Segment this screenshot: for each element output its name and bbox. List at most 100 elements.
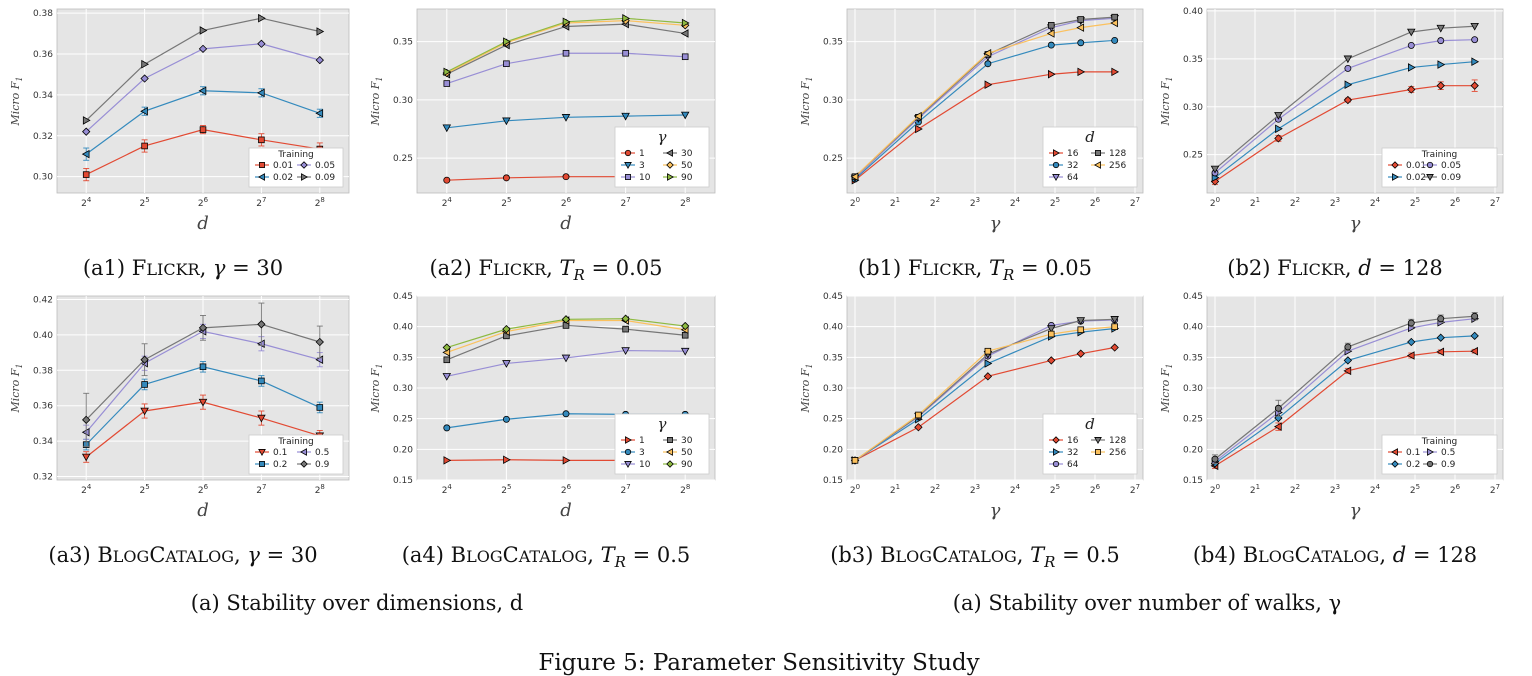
legend-entry-label: 16 (1067, 436, 1079, 446)
y-tick-label: 0.35 (1183, 55, 1203, 65)
data-point (258, 377, 265, 385)
legend-entry-label: 90 (681, 173, 693, 183)
data-point (502, 415, 510, 423)
data-point (502, 324, 511, 334)
data-point (442, 373, 452, 381)
legend-marker (625, 436, 633, 444)
legend-entry-label: 0.02 (1406, 173, 1426, 183)
y-axis-label: Micro F1 (9, 76, 24, 126)
y-tick-label: 0.25 (823, 154, 843, 164)
data-point (1275, 124, 1283, 134)
legend-marker (1426, 460, 1434, 468)
legend: γ 1 3 10 30 50 90 (614, 126, 710, 188)
data-point (1407, 41, 1415, 49)
data-point (1437, 315, 1445, 323)
legend-entry-label: 10 (639, 173, 651, 183)
legend-marker (1427, 448, 1435, 456)
data-point (1111, 13, 1118, 21)
subfigure-caption: (a3) BLOGCATALOG, γ = 30 (48, 543, 317, 567)
x-tick-label: 25 (501, 196, 511, 209)
y-tick-label: 0.35 (393, 38, 413, 48)
series-0.9 (82, 302, 324, 447)
x-tick-label: 20 (850, 196, 860, 209)
legend-marker (1391, 161, 1399, 169)
legend-entry-label: 90 (681, 460, 693, 470)
x-axis-label: d (560, 213, 572, 234)
data-point (502, 117, 511, 126)
data-point (256, 88, 265, 98)
y-axis-label: Micro F1 (799, 363, 814, 413)
y-tick-label: 0.35 (393, 353, 413, 363)
series-line (1214, 318, 1475, 463)
series-line (854, 318, 1115, 461)
x-tick-label: 24 (81, 196, 92, 209)
y-tick-label: 0.25 (393, 415, 413, 425)
data-point (983, 372, 993, 381)
legend-marker (1426, 161, 1434, 169)
data-point (141, 381, 148, 388)
data-point (1471, 36, 1479, 44)
data-point (1210, 165, 1220, 174)
legend-entry-label: 0.02 (273, 173, 293, 183)
data-point (443, 176, 451, 184)
data-point (316, 404, 324, 411)
x-tick-label: 26 (561, 196, 572, 209)
y-tick-label: 0.45 (393, 292, 413, 302)
data-point (315, 55, 324, 65)
data-point (1436, 333, 1445, 342)
data-point (1274, 404, 1282, 412)
x-tick-label: 20 (1210, 483, 1220, 496)
chart-panel-b1: 20 21 22 23 24 25 26 27 0.25 0.30 0.35 γ Micro F1 d 16… (799, 8, 1144, 284)
data-point (442, 343, 451, 352)
group-caption-walks: (a) Stability over number of walks, γ (953, 591, 1341, 615)
data-point (82, 116, 91, 125)
series-line (1214, 85, 1475, 182)
y-tick-label: 0.25 (823, 415, 843, 425)
data-point (140, 407, 149, 416)
legend-title: γ (658, 415, 667, 433)
data-point (258, 13, 266, 23)
legend-box (1381, 434, 1498, 475)
data-point (1471, 312, 1479, 320)
data-point (562, 410, 570, 418)
legend-entry-label: 0.2 (273, 460, 287, 470)
series-0.05 (1211, 36, 1479, 177)
data-point (443, 356, 451, 364)
x-axis-label: d (197, 213, 209, 234)
chart-panel-a3: 24 25 26 27 28 0.32 0.34 0.36 0.38 0.40 0.42 d Micro… (9, 296, 350, 567)
data-point (851, 457, 859, 464)
data-point (503, 455, 511, 465)
data-point (1111, 323, 1118, 330)
x-tick-label: 27 (1490, 483, 1500, 496)
y-tick-label: 0.35 (823, 353, 843, 363)
data-point (316, 27, 325, 36)
series-0.02 (81, 86, 324, 161)
data-point (1110, 18, 1118, 28)
data-point (562, 173, 570, 181)
legend-entry-label: 0.09 (315, 173, 335, 183)
data-point (913, 111, 922, 121)
x-tick-label: 24 (1370, 196, 1381, 209)
series-line (1214, 39, 1475, 174)
data-point (1048, 330, 1055, 338)
series-line (1214, 335, 1475, 464)
x-tick-label: 26 (198, 196, 209, 209)
series-line (854, 346, 1115, 461)
legend-marker (665, 149, 673, 157)
x-axis-label: γ (990, 213, 1001, 234)
x-tick-label: 21 (890, 196, 900, 209)
x-tick-label: 27 (620, 483, 630, 496)
figure-caption: Figure 5: Parameter Sensitivity Study (538, 650, 979, 676)
series-0.02 (1211, 57, 1480, 182)
legend-entry-label: 64 (1067, 173, 1079, 183)
y-tick-label: 0.32 (33, 132, 53, 142)
x-tick-label: 26 (1090, 483, 1101, 496)
data-point (915, 124, 923, 134)
legend-entry-label: 0.1 (1406, 448, 1420, 458)
data-point (622, 325, 629, 333)
data-point (1274, 134, 1283, 143)
x-tick-label: 22 (1290, 483, 1300, 496)
data-point (1407, 319, 1415, 327)
data-point (140, 355, 149, 364)
